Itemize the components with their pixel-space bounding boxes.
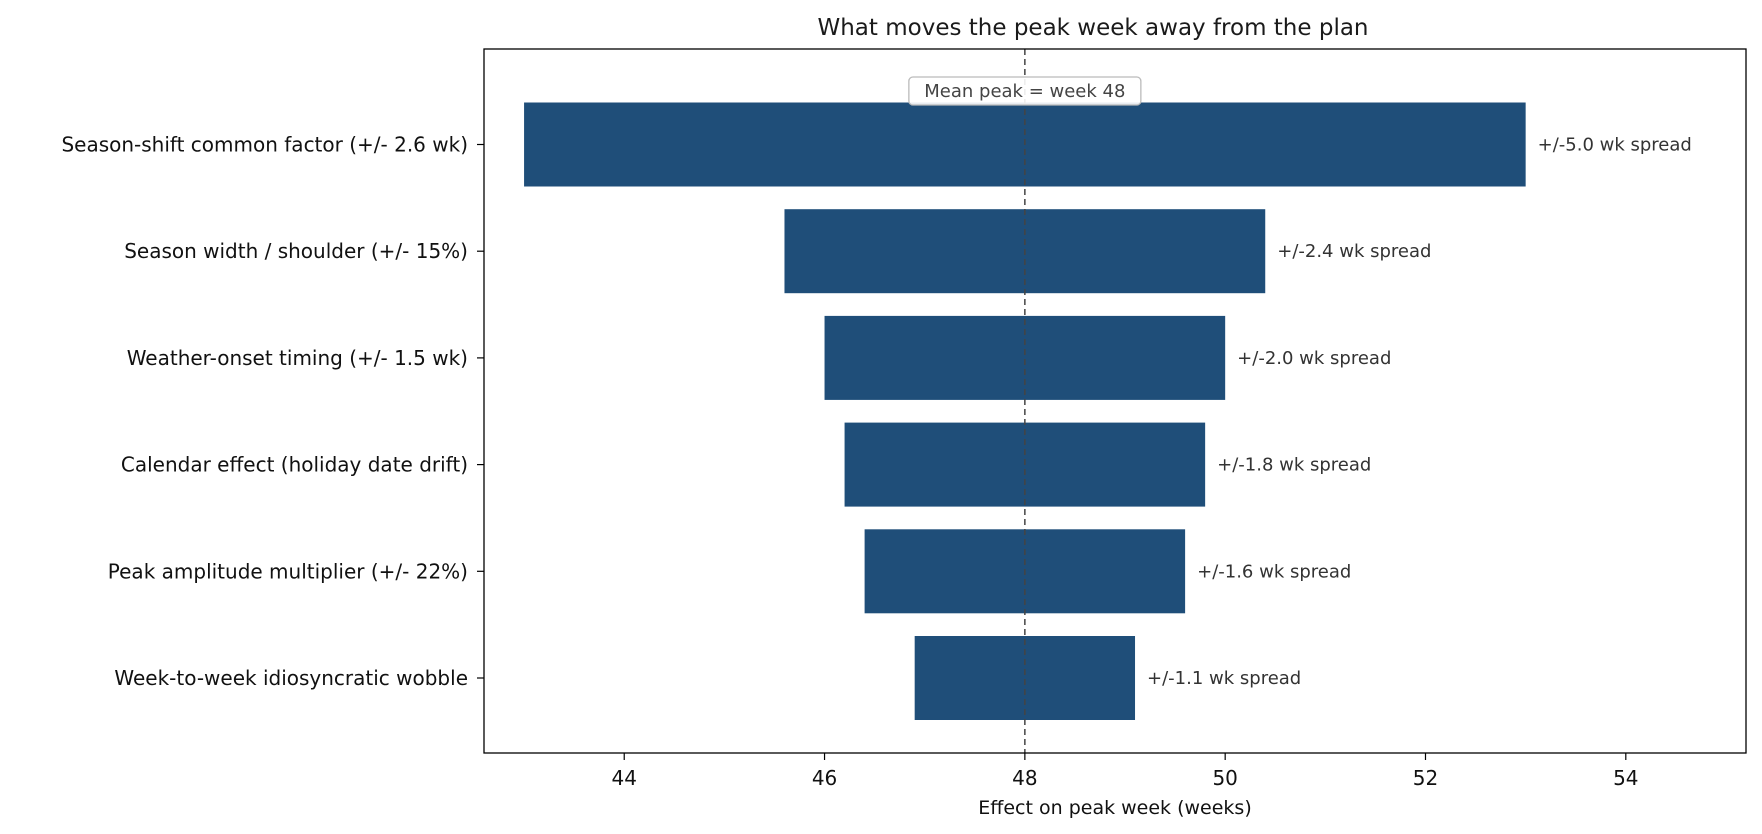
- spread-label-5: +/-1.1 wk spread: [1147, 668, 1301, 689]
- x-tick-label-2: 48: [1012, 766, 1037, 790]
- spread-label-0: +/-5.0 wk spread: [1538, 135, 1692, 156]
- x-tick-label-3: 50: [1212, 766, 1237, 790]
- mean-label-box: [908, 76, 1142, 106]
- x-tick-label-1: 46: [812, 766, 837, 790]
- x-tick-label-4: 52: [1413, 766, 1438, 790]
- spread-label-4: +/-1.6 wk spread: [1197, 561, 1351, 582]
- x-axis-ticks: 44 46 48 50 52 54: [611, 753, 1639, 790]
- x-axis-label: Effect on peak week (weeks): [978, 797, 1251, 819]
- x-tick-label-0: 44: [611, 766, 636, 790]
- category-label-5: Week-to-week idiosyncratic wobble: [114, 666, 468, 690]
- spread-label-2: +/-2.0 wk spread: [1237, 348, 1391, 369]
- spread-labels: +/-5.0 wk spread +/-2.4 wk spread +/-2.0 w…: [1147, 135, 1692, 690]
- bar-2: [824, 315, 1226, 400]
- mean-line-group: Mean peak = week 48: [908, 49, 1142, 753]
- category-labels: Season-shift common factor (+/- 2.6 wk) S…: [61, 133, 484, 690]
- chart-title: What moves the peak week away from the p…: [817, 15, 1368, 41]
- category-label-4: Peak amplitude multiplier (+/- 22%): [108, 559, 468, 583]
- category-label-1: Season width / shoulder (+/- 15%): [124, 239, 468, 263]
- bar-5: [914, 636, 1136, 720]
- category-label-2: Weather-onset timing (+/- 1.5 wk): [127, 346, 468, 370]
- plot-frame: [483, 48, 1747, 754]
- category-label-3: Calendar effect (holiday date drift): [121, 453, 468, 477]
- spread-label-1: +/-2.4 wk spread: [1277, 241, 1431, 262]
- category-label-0: Season-shift common factor (+/- 2.6 wk): [61, 133, 468, 157]
- spread-label-3: +/-1.8 wk spread: [1217, 455, 1371, 476]
- x-tick-label-5: 54: [1613, 766, 1638, 790]
- mean-label: Mean peak = week 48: [924, 81, 1125, 102]
